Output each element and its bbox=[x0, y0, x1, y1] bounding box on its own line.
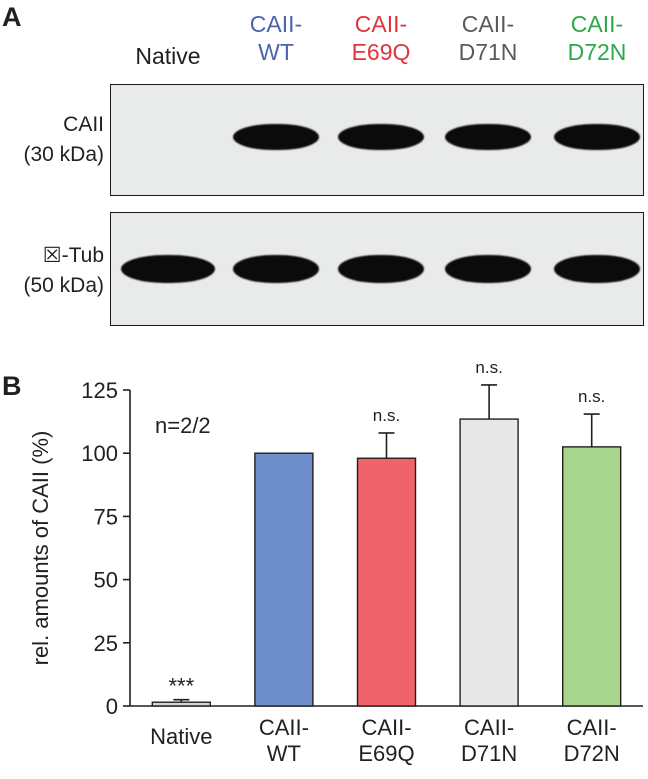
x-tick-label: D72N bbox=[564, 741, 620, 766]
y-tick-label: 75 bbox=[94, 504, 118, 529]
x-tick-label: CAII- bbox=[567, 715, 617, 740]
lane-label-line2: E69Q bbox=[351, 39, 411, 65]
x-tick-label: CAII- bbox=[259, 715, 309, 740]
blot-label-tubulin-name: ☒-Tub bbox=[42, 244, 104, 267]
significance-label: n.s. bbox=[578, 387, 605, 406]
lane-label-4: CAII- D71N bbox=[428, 10, 548, 66]
bar bbox=[254, 452, 314, 707]
lane-label-line2: D71N bbox=[458, 39, 518, 65]
blot-band bbox=[338, 255, 424, 283]
y-tick-label: 50 bbox=[94, 568, 118, 593]
bar bbox=[562, 446, 622, 707]
significance-label: *** bbox=[168, 674, 194, 699]
significance-label: n.s. bbox=[475, 358, 502, 377]
lane-label-line1: CAII- bbox=[249, 11, 303, 37]
x-tick-label: WT bbox=[267, 741, 301, 766]
blot-band bbox=[554, 124, 640, 150]
blot-band bbox=[121, 255, 215, 283]
x-tick-label: Native bbox=[150, 724, 212, 749]
blot-label-tubulin-size: (50 kDa) bbox=[23, 274, 104, 297]
blot-band bbox=[233, 255, 319, 283]
y-axis-label: rel. amounts of CAII (%) bbox=[28, 431, 53, 666]
chart-annotation: n=2/2 bbox=[155, 413, 211, 438]
y-tick-label: 100 bbox=[81, 441, 118, 466]
x-tick-label: E69Q bbox=[358, 741, 414, 766]
significance-label: n.s. bbox=[373, 406, 400, 425]
blot-band bbox=[233, 124, 319, 150]
lane-label-line1: CAII- bbox=[461, 11, 515, 37]
lane-label-2: CAII- WT bbox=[216, 10, 336, 66]
bar bbox=[151, 701, 212, 707]
x-tick-label: CAII- bbox=[361, 715, 411, 740]
bar bbox=[356, 457, 417, 707]
lane-label-line2: D72N bbox=[567, 39, 627, 65]
lane-label-line1: CAII- bbox=[570, 11, 624, 37]
x-tick-label: CAII- bbox=[464, 715, 514, 740]
blot-label-caii-name: CAII bbox=[63, 113, 104, 136]
bar bbox=[459, 418, 519, 707]
y-tick-label: 125 bbox=[81, 378, 118, 403]
lane-label-line1: Native bbox=[135, 43, 201, 69]
x-tick-label: D71N bbox=[461, 741, 517, 766]
blot-band bbox=[338, 124, 424, 150]
blot-band bbox=[554, 255, 640, 283]
y-tick-label: 25 bbox=[94, 631, 118, 656]
blot-band bbox=[445, 255, 531, 283]
panel-b-letter: B bbox=[2, 371, 22, 401]
lane-label-3: CAII- E69Q bbox=[321, 10, 441, 66]
panel-a-letter: A bbox=[2, 2, 22, 32]
blot-label-caii-size: (30 kDa) bbox=[23, 143, 104, 166]
y-tick-label: 0 bbox=[106, 694, 118, 719]
blot-band bbox=[445, 124, 531, 150]
lane-label-5: CAII- D72N bbox=[537, 10, 648, 66]
lane-label-line2: WT bbox=[258, 39, 294, 65]
lane-label-line1: CAII- bbox=[354, 11, 408, 37]
lane-label-1: Native bbox=[108, 42, 228, 70]
